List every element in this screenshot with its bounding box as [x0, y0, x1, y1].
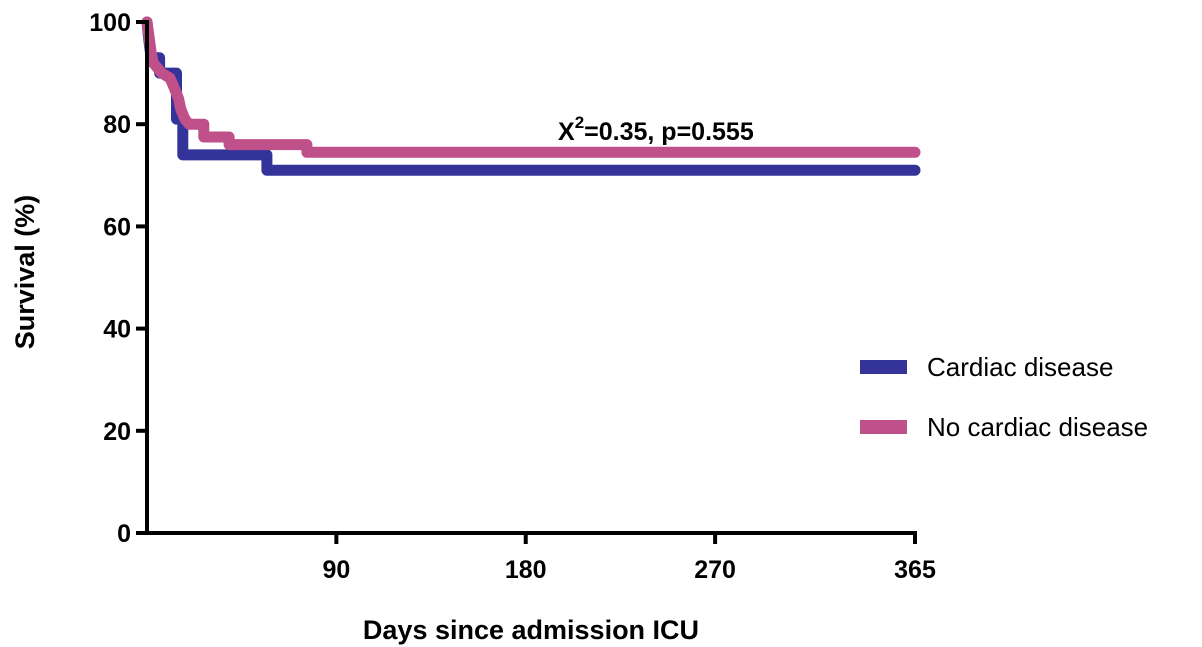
- annotation-values: =0.35, p=0.555: [584, 118, 754, 146]
- series-line-no-cardiac: [141, 16, 921, 158]
- y-tick-label: 60: [103, 213, 131, 241]
- ticks: 0 20 40 60 80 100 90 180 270 365: [89, 9, 936, 584]
- annotation-chi: X: [558, 118, 575, 146]
- series-layer: [141, 16, 921, 176]
- y-axis-title: Survival (%): [10, 195, 40, 350]
- y-tick-label: 100: [89, 9, 131, 37]
- x-tick-label: 270: [694, 556, 736, 584]
- y-tick-label: 40: [103, 316, 131, 344]
- y-tick-label: 80: [103, 111, 131, 139]
- x-tick-label: 365: [894, 556, 936, 584]
- x-axis-title: Days since admission ICU: [363, 615, 699, 645]
- statistics-annotation: X2=0.35, p=0.555: [558, 113, 754, 146]
- axes: [145, 20, 917, 535]
- y-tick-label: 0: [117, 520, 131, 548]
- legend: Cardiac disease No cardiac disease: [860, 352, 1148, 442]
- x-tick-label: 90: [322, 556, 350, 584]
- annotation-superscript: 2: [575, 113, 584, 132]
- legend-label-cardiac: Cardiac disease: [927, 352, 1113, 382]
- legend-swatch-no-cardiac: [860, 420, 907, 434]
- y-tick-label: 20: [103, 418, 131, 446]
- legend-label-no-cardiac: No cardiac disease: [927, 412, 1148, 442]
- x-tick-label: 180: [505, 556, 547, 584]
- legend-swatch-cardiac: [860, 360, 907, 374]
